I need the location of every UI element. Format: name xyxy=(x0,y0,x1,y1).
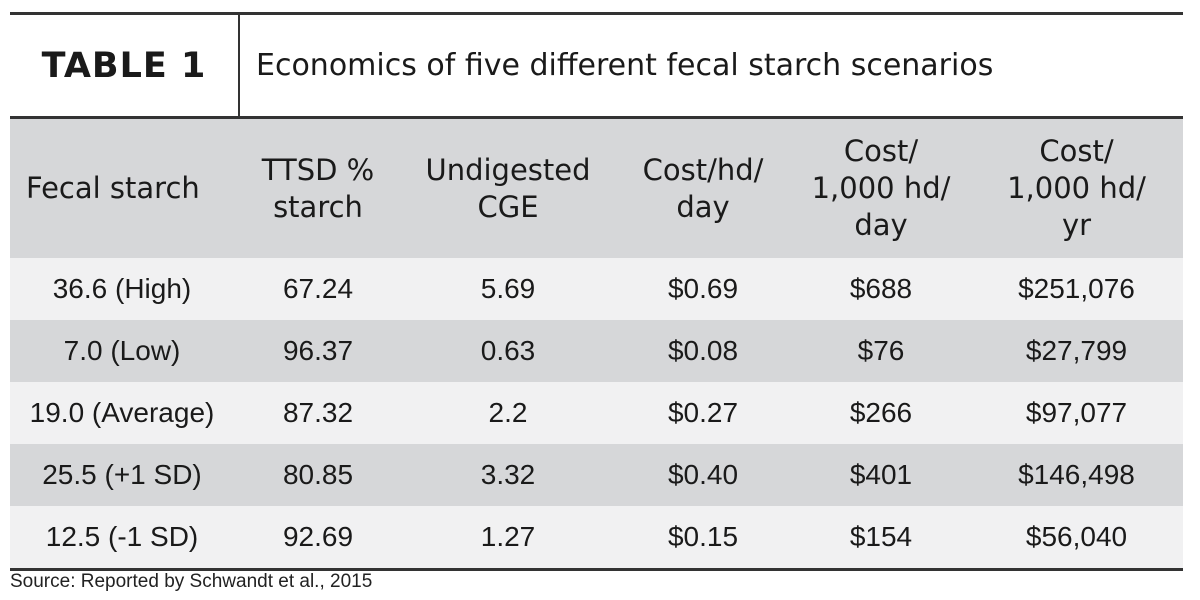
mid-rule xyxy=(10,116,1183,119)
table-cell: 7.0 (Low) xyxy=(10,320,234,382)
table-cell: $0.15 xyxy=(614,506,792,568)
table-cell: $0.08 xyxy=(614,320,792,382)
table-cell: 67.24 xyxy=(234,258,402,320)
table-cell: 5.69 xyxy=(402,258,614,320)
table-row: 25.5 (+1 SD) 80.85 3.32 $0.40 $401 $146,… xyxy=(10,444,1183,506)
table-cell: $688 xyxy=(792,258,970,320)
table-cell: $251,076 xyxy=(970,258,1183,320)
column-header: TTSD % starch xyxy=(234,119,402,258)
table-cell: $146,498 xyxy=(970,444,1183,506)
top-rule xyxy=(10,12,1183,15)
table-row: 19.0 (Average) 87.32 2.2 $0.27 $266 $97,… xyxy=(10,382,1183,444)
column-header: Cost/hd/day xyxy=(614,119,792,258)
table-row: 12.5 (-1 SD) 92.69 1.27 $0.15 $154 $56,0… xyxy=(10,506,1183,568)
column-header-line: Cost/ xyxy=(843,134,919,168)
column-header-line: TTSD % xyxy=(261,152,375,187)
table-cell: 87.32 xyxy=(234,382,402,444)
table-row: 36.6 (High) 67.24 5.69 $0.69 $688 $251,0… xyxy=(10,258,1183,320)
column-header: Cost/1,000 hd/yr xyxy=(970,119,1183,258)
table-cell: 12.5 (-1 SD) xyxy=(10,506,234,568)
column-header: Undigested CGE xyxy=(402,119,614,258)
table-cell: 3.32 xyxy=(402,444,614,506)
table-cell: $56,040 xyxy=(970,506,1183,568)
table-cell: $0.40 xyxy=(614,444,792,506)
title-row: TABLE 1 Economics of five different feca… xyxy=(10,15,1183,116)
table-cell: 92.69 xyxy=(234,506,402,568)
table-title: Economics of five different fecal starch… xyxy=(256,48,994,83)
data-table: Fecal starch TTSD % starch Undigested CGE … xyxy=(10,119,1183,568)
column-header-line: day xyxy=(854,208,908,242)
column-header-line: 1,000 hd/ xyxy=(1007,171,1146,205)
column-header-line: Undigested xyxy=(425,152,591,187)
table-cell: 96.37 xyxy=(234,320,402,382)
table-cell: $0.69 xyxy=(614,258,792,320)
table-cell: $76 xyxy=(792,320,970,382)
column-header-line: 1,000 hd/ xyxy=(811,171,951,205)
table-cell: $401 xyxy=(792,444,970,506)
column-header-line: yr xyxy=(1061,208,1092,242)
table-cell: $27,799 xyxy=(970,320,1183,382)
column-header-line: day xyxy=(676,189,730,224)
table-cell: 1.27 xyxy=(402,506,614,568)
bottom-rule xyxy=(10,568,1183,571)
table-cell: $0.27 xyxy=(614,382,792,444)
table-cell: 80.85 xyxy=(234,444,402,506)
table-cell: $266 xyxy=(792,382,970,444)
column-header: Fecal starch xyxy=(10,119,234,258)
table-cell: 25.5 (+1 SD) xyxy=(10,444,234,506)
source-note: Source: Reported by Schwandt et al., 201… xyxy=(10,571,373,592)
column-header-line: Cost/hd/ xyxy=(642,152,764,187)
table-row: 7.0 (Low) 96.37 0.63 $0.08 $76 $27,799 xyxy=(10,320,1183,382)
table-cell: $97,077 xyxy=(970,382,1183,444)
table-cell: $154 xyxy=(792,506,970,568)
column-header-line: CGE xyxy=(477,189,539,224)
column-header-line: Fecal starch xyxy=(26,171,200,205)
header-row: Fecal starch TTSD % starch Undigested CGE … xyxy=(10,119,1183,258)
column-header: Cost/1,000 hd/day xyxy=(792,119,970,258)
table-cell: 2.2 xyxy=(402,382,614,444)
table-cell: 19.0 (Average) xyxy=(10,382,234,444)
table-frame: TABLE 1 Economics of five different feca… xyxy=(10,12,1183,571)
table-cell: 0.63 xyxy=(402,320,614,382)
table-cell: 36.6 (High) xyxy=(10,258,234,320)
column-header-line: Cost/ xyxy=(1039,134,1114,168)
column-header-line: starch xyxy=(273,189,363,224)
table-label: TABLE 1 xyxy=(10,15,240,116)
